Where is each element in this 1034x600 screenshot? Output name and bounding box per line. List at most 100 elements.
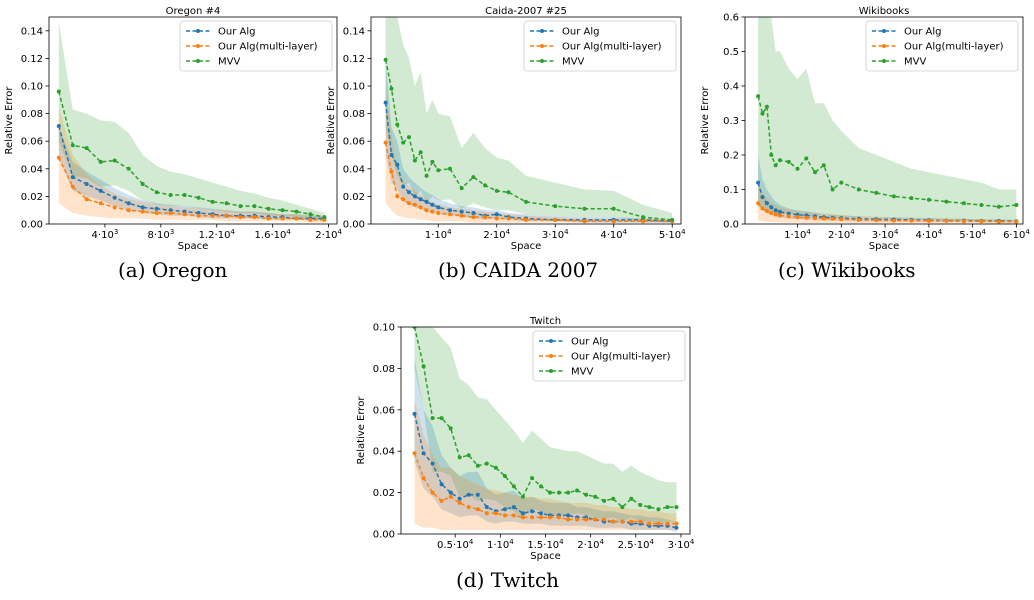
our-alg-multi-layer-point [98,201,103,206]
our-alg-multi-layer-point [582,219,587,224]
our-alg-multi-layer-point [638,519,643,524]
our-alg-multi-layer-point [322,217,327,222]
y-tick-label: 0.04 [21,164,43,175]
our-alg-multi-layer-point [641,219,645,224]
our-alg-multi-layer-point [430,209,435,214]
x-tick-label: 3·104 [668,538,695,551]
y-tick-label: 0.06 [343,137,365,148]
mvv-point [553,204,558,209]
our-alg-multi-layer-point [548,515,552,520]
mvv-point [874,190,879,195]
mvv-point [629,496,634,501]
our-alg-point [126,201,131,206]
our-alg-point [401,184,406,189]
our-alg-multi-layer-point [308,217,313,222]
our-alg-multi-layer-point [112,205,117,210]
x-tick-label: 5·104 [959,228,986,241]
our-alg-multi-layer-point [611,519,616,524]
our-alg-multi-layer-point [773,212,778,217]
our-alg-point [769,205,774,210]
our-alg-multi-layer-point [629,519,634,524]
mvv-point [421,364,426,369]
our-alg-legend-label: Our Alg [904,27,941,38]
mvv-legend-label: MVV [571,367,593,378]
our-alg-multi-layer-point [484,511,489,516]
mvv-band [385,17,673,223]
our-alg-multi-layer-point [436,211,441,215]
our-alg-multi-layer-point [756,201,761,206]
our-alg-point [764,201,769,206]
plot-frame [48,16,338,225]
y-tick-label: 0.08 [21,109,43,120]
mvv-point [224,201,229,206]
our-alg-point [466,492,471,497]
mvv-point [996,204,1001,209]
mvv-point [795,166,800,171]
x-tick-label: 8·103 [147,228,174,241]
mvv-band [414,327,677,524]
x-axis-label: Space [869,241,899,252]
plot-frame [370,16,682,225]
mvv-point [70,143,75,148]
our-alg-multi-layer-point [294,216,299,221]
x-tick-label: 0.5·104 [437,538,474,551]
y-tick-label: 0.02 [343,192,365,203]
x-axis-label: Space [511,241,541,252]
mvv-point [412,327,417,329]
mvv-line [58,91,325,218]
x-tick-label: 4·103 [92,228,119,241]
our-alg-multi-layer-point [611,219,616,224]
our-alg-multi-layer-point [909,218,914,223]
y-tick-label: 0.10 [343,82,365,93]
our-alg-multi-layer-point [1014,219,1019,224]
x-tick-label: 3·104 [542,228,569,241]
mvv-point [821,163,826,168]
y-axis-label: Relative Error [326,86,337,155]
our-alg-multi-layer-point [856,217,861,222]
mvv-point [448,166,452,171]
our-alg-multi-layer-point [891,218,896,223]
mvv-point [483,183,488,188]
mvv-point [502,474,507,478]
y-tick-label: 0.14 [343,26,365,37]
our-alg-point [112,195,117,200]
mvv-point [674,505,679,510]
our-alg-multi-layer-point [238,215,243,220]
y-tick-label: 0.6 [723,13,739,24]
our-alg-multi-layer-point [786,214,791,219]
mvv-point [389,86,394,91]
our-alg-multi-layer-point [961,219,966,224]
our-alg-multi-layer-point [602,517,607,522]
mvv-point [656,507,661,512]
x-tick-label: 4·104 [600,228,627,241]
our-alg-point [395,162,400,167]
our-alg-multi-layer-point [511,513,516,518]
our-alg-multi-layer-legend-marker [882,44,886,48]
our-alg-multi-layer-point [389,169,394,174]
mvv-point [493,465,498,470]
mvv-point [436,168,441,173]
our-alg-multi-layer-point [760,206,765,211]
mvv-point [839,180,844,185]
our-alg-point [448,490,453,495]
y-tick-label: 0.08 [373,364,395,375]
mvv-legend-marker [540,59,544,63]
chart-panel-2: 0.00 0.02 0.04 0.06 0.08 0.10 0.12 0.14 1·104 2·1… [326,6,686,252]
y-tick-label: 0.0 [723,220,739,231]
our-alg-multi-layer-point [530,515,534,520]
our-alg-multi-layer-point [656,521,661,526]
y-tick-label: 0.00 [21,220,43,231]
mvv-point [294,209,299,214]
mvv-point [56,89,61,94]
our-alg-point [756,180,761,185]
caption-b: (b) CAIDA 2007 [438,258,599,282]
x-tick-label: 2·104 [828,228,855,241]
our-alg-multi-layer-point [874,218,879,223]
our-alg-point [773,208,778,213]
our-alg-multi-layer-point [412,451,417,456]
our-alg-multi-layer-point [210,213,215,218]
our-alg-point [760,195,765,200]
legend-box [523,20,677,72]
mvv-point [506,190,511,195]
our-alg-legend-marker [549,339,553,343]
